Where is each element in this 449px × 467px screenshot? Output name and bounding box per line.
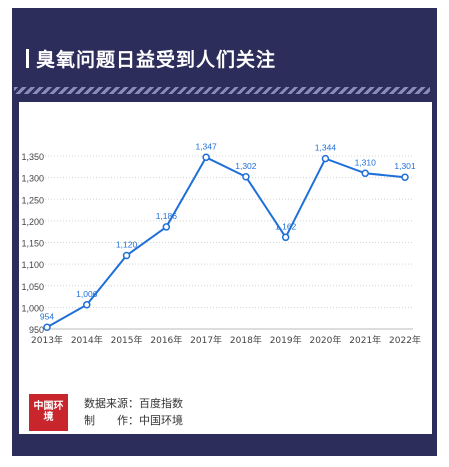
data-label: 1,310 <box>355 157 377 167</box>
decorative-stripe <box>14 87 430 94</box>
y-tick-label: 1,050 <box>21 282 44 292</box>
source-label: 数据来源：百度指数 <box>84 397 183 410</box>
data-label: 1,120 <box>116 239 138 249</box>
credits: 数据来源：百度指数 制 作：中国环境 <box>84 395 183 429</box>
y-tick-label: 1,300 <box>21 174 44 184</box>
data-point <box>281 233 290 242</box>
x-tick-label: 2013年 <box>31 334 63 346</box>
title-text: 臭氧问题日益受到人们关注 <box>36 48 277 71</box>
logo-icon: 中国环境 <box>29 393 68 431</box>
x-tick-label: 2014年 <box>71 334 103 346</box>
x-tick-label: 2022年 <box>389 334 421 346</box>
x-tick-label: 2016年 <box>150 334 182 346</box>
x-tick-label: 2015年 <box>111 334 143 346</box>
data-label: 1,347 <box>195 141 217 151</box>
x-tick-label: 2017年 <box>190 334 222 346</box>
y-tick-label: 1,200 <box>21 217 44 227</box>
data-point <box>83 301 91 309</box>
logo-text: 中国环境 <box>33 401 64 423</box>
data-label: 954 <box>40 311 54 321</box>
y-tick-label: 950 <box>29 325 44 335</box>
data-point <box>162 223 171 231</box>
data-label: 1,301 <box>394 161 416 171</box>
data-point <box>242 173 250 181</box>
data-point <box>122 251 131 260</box>
y-tick-label: 1,350 <box>21 152 44 162</box>
series-line <box>46 155 406 329</box>
y-tick-label: 1,250 <box>21 195 44 205</box>
data-label: 1,186 <box>156 211 178 221</box>
header-title: 臭氧问题日益受到人们关注 <box>26 40 276 76</box>
data-label: 1,162 <box>275 221 297 231</box>
data-point <box>202 153 210 162</box>
data-label: 1,006 <box>76 289 98 299</box>
data-label: 1,302 <box>235 161 257 171</box>
data-point <box>361 169 369 178</box>
title-bar-icon <box>26 48 29 68</box>
y-tick-label: 1,000 <box>21 303 44 313</box>
data-label: 1,344 <box>315 143 337 153</box>
x-tick-label: 2018年 <box>230 334 262 346</box>
footer: 中国环境 数据来源：百度指数 制 作：中国环境 <box>29 390 183 434</box>
data-point <box>401 173 409 181</box>
chart-panel <box>19 102 432 434</box>
data-point <box>43 323 51 332</box>
y-tick-label: 1,150 <box>21 239 44 249</box>
data-point <box>321 154 330 163</box>
x-tick-label: 2019年 <box>270 334 302 346</box>
y-tick-label: 1,100 <box>21 260 44 270</box>
maker-label: 制 作：中国环境 <box>84 414 183 427</box>
x-tick-label: 2020年 <box>309 334 341 346</box>
x-tick-label: 2021年 <box>349 334 381 346</box>
